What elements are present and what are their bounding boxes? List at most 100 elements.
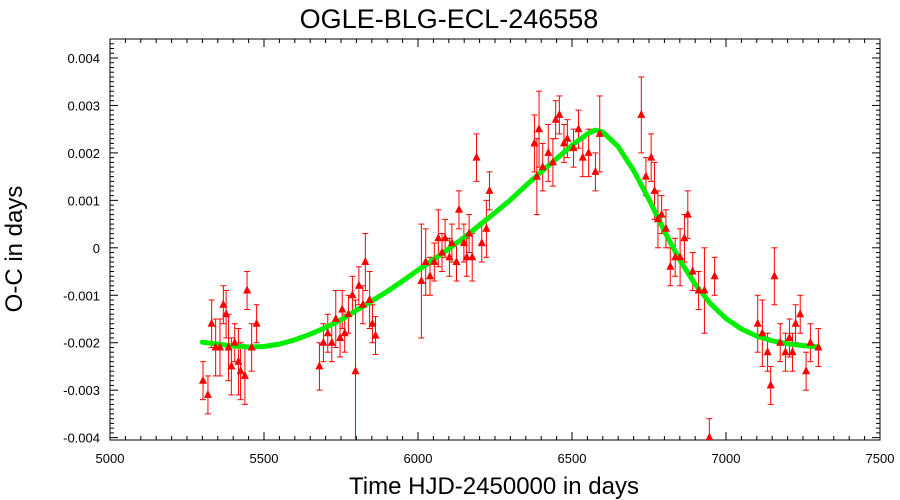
data-point: [434, 233, 443, 242]
y-tick-label: -0.001: [63, 288, 100, 303]
data-point: [465, 228, 474, 237]
data-point: [236, 366, 245, 375]
data-point: [584, 147, 593, 156]
x-axis-label: Time HJD-2450000 in days: [349, 473, 639, 500]
data-point: [459, 238, 468, 247]
data-point: [530, 138, 539, 147]
y-tick-label: 0.001: [67, 193, 100, 208]
data-point: [595, 128, 604, 137]
data-point: [455, 204, 463, 213]
x-tick-label: 5500: [250, 451, 279, 466]
data-point: [700, 285, 709, 294]
data-point: [788, 347, 797, 356]
data-point: [462, 252, 471, 261]
y-tick-label: 0: [93, 241, 100, 256]
data-point: [219, 299, 228, 308]
data-point: [365, 295, 374, 303]
data-point: [710, 271, 719, 280]
data-point: [569, 143, 578, 152]
data-point: [591, 166, 600, 175]
data-point: [247, 342, 256, 351]
data-point: [344, 309, 353, 318]
data-point: [814, 342, 823, 351]
data-point: [802, 366, 811, 375]
data-point: [361, 257, 370, 265]
data-point: [563, 133, 572, 142]
data-point: [319, 337, 328, 346]
data-point: [323, 328, 332, 337]
data-point: [535, 124, 543, 133]
data-point: [327, 337, 336, 346]
y-tick-label: -0.003: [63, 383, 100, 398]
y-tick-label: 0.002: [67, 146, 100, 161]
data-point: [315, 361, 324, 370]
data-point: [340, 328, 349, 337]
x-tick-label: 6000: [404, 451, 433, 466]
y-tick-label: 0.004: [67, 51, 100, 66]
data-point: [806, 337, 815, 346]
data-point: [426, 271, 434, 280]
data-point: [676, 252, 685, 261]
y-tick-labels: 0.004 0.003 0.002 0.001 0 -0.001 -0.002 -0.003 -…: [63, 51, 100, 446]
y-tick-label: -0.004: [63, 431, 100, 446]
data-point: [430, 257, 439, 265]
x-tick-label: 5000: [96, 451, 125, 466]
data-point: [472, 152, 481, 161]
data-point: [368, 318, 377, 327]
data-point: [331, 314, 340, 322]
data-point: [791, 318, 800, 327]
data-point: [441, 233, 450, 242]
data-point: [348, 290, 357, 299]
data-point: [336, 333, 345, 341]
data-point: [694, 285, 703, 294]
data-point: [421, 257, 430, 265]
data-point: [650, 185, 659, 194]
data-point: [240, 370, 249, 379]
data-point: [551, 114, 560, 123]
y-axis-label: O-C in days: [1, 186, 28, 313]
data-point: [653, 214, 662, 223]
data-point: [776, 337, 785, 346]
y-tick-label: -0.002: [63, 336, 100, 351]
data-point: [641, 171, 650, 180]
data-point: [785, 333, 794, 341]
data-point: [532, 171, 541, 180]
plot-frame: [109, 38, 881, 441]
axis-ticks: [109, 38, 881, 440]
data-point: [477, 238, 486, 247]
data-point: [560, 138, 568, 147]
data-point: [224, 342, 233, 351]
data-point: [482, 223, 491, 232]
data-point: [688, 266, 697, 275]
data-point: [485, 185, 494, 194]
data-point: [578, 152, 587, 161]
data-point: [252, 318, 261, 327]
data-point: [199, 375, 207, 384]
data-point: [468, 252, 477, 261]
data-point: [230, 337, 239, 346]
x-tick-label: 6500: [558, 451, 587, 466]
data-point: [637, 109, 646, 118]
data-point: [666, 261, 675, 270]
data-point: [207, 318, 216, 327]
data-point: [548, 157, 557, 166]
data-points: [199, 109, 823, 440]
chart-title: OGLE-BLG-ECL-246558: [300, 4, 599, 34]
data-point: [758, 328, 767, 337]
data-point: [351, 366, 360, 375]
data-point: [770, 271, 779, 280]
data-point: [417, 276, 426, 284]
data-point: [781, 347, 790, 356]
data-point: [683, 209, 692, 218]
data-point: [216, 342, 224, 351]
data-point: [647, 152, 656, 161]
data-point: [574, 124, 583, 133]
data-point: [358, 299, 367, 308]
x-tick-labels: 5000 5500 6000 6500 7000 7500: [96, 451, 895, 466]
data-point: [371, 330, 380, 339]
data-point: [338, 304, 347, 313]
data-point: [796, 309, 805, 318]
data-point: [661, 223, 670, 232]
data-point: [445, 252, 454, 261]
